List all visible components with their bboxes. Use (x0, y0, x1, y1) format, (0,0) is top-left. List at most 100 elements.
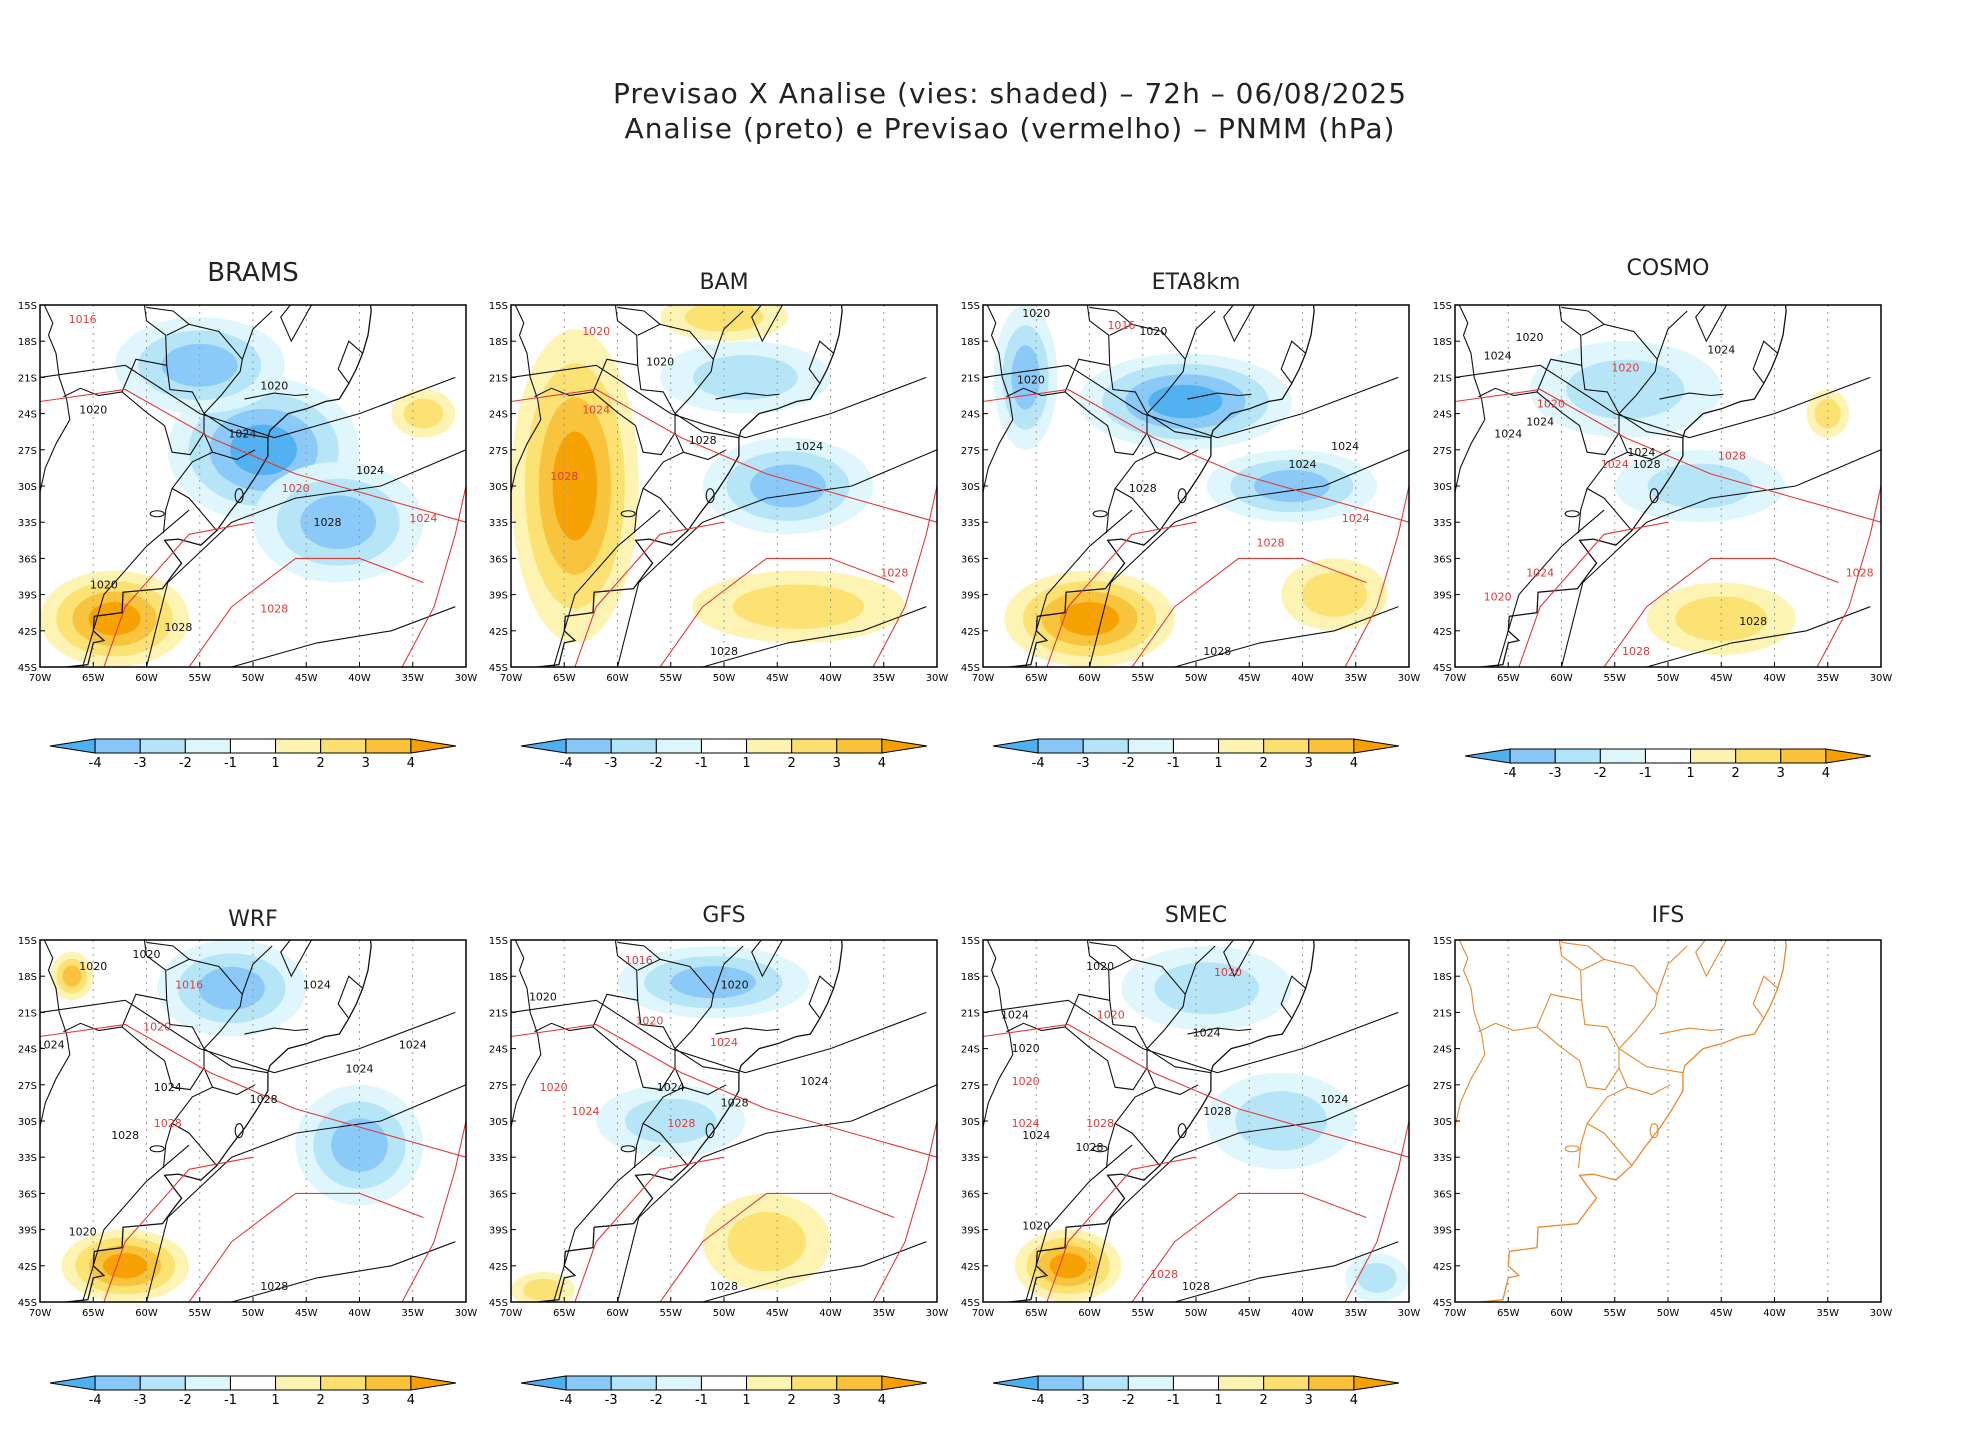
lat-tick-label: 24S (18, 410, 37, 421)
coastline-atlantic (1008, 940, 1315, 1302)
lon-tick-label: 50W (1185, 673, 1208, 684)
country-border (1280, 340, 1307, 384)
country-border (592, 305, 639, 393)
country-border (592, 1026, 676, 1091)
country-border (280, 940, 313, 978)
contour-label: 1024 (154, 1081, 182, 1094)
colorbar-label: -1 (224, 1393, 237, 1408)
lon-tick-label: 60W (606, 1308, 629, 1319)
lat-tick-label: 24S (1433, 1045, 1452, 1056)
bias-shade (331, 1118, 388, 1172)
country-border (1659, 1027, 1724, 1035)
lat-tick-label: 24S (489, 1045, 508, 1056)
lon-tick-label: 65W (82, 673, 105, 684)
lon-tick-label: 65W (1497, 1308, 1520, 1319)
lat-tick-label: 36S (18, 1189, 37, 1200)
contour-label: 1024 (1627, 446, 1655, 459)
lake-outline (1564, 510, 1580, 518)
isobar-line (188, 557, 424, 667)
colorbar-label: 1 (271, 756, 279, 771)
coastline-atlantic (65, 305, 372, 667)
country-border (162, 1123, 173, 1169)
lat-tick-label: 30S (961, 482, 980, 493)
country-border (1109, 323, 1186, 360)
colorbar-swatch (610, 1375, 657, 1391)
colorbar-label: -3 (134, 756, 147, 771)
colorbar-label: -4 (89, 756, 102, 771)
contour-label: 1028 (1622, 645, 1650, 658)
lon-tick-label: 55W (188, 673, 211, 684)
country-border (1695, 305, 1728, 343)
contour-label: 1028 (1182, 1280, 1210, 1293)
lat-tick-label: 18S (489, 337, 508, 348)
lat-tick-label: 21S (18, 373, 37, 384)
isobar-line (40, 999, 456, 1074)
plot-content: 1020 1020 1024 1024 1028 1028 1028 1028 (511, 305, 937, 667)
country-border (1146, 310, 1216, 414)
isobar-line (1174, 606, 1399, 667)
colorbar-swatch (365, 1375, 412, 1391)
colorbar-swatch (1082, 1375, 1129, 1391)
isobar-line (511, 388, 937, 523)
contour-label: 1028 (1150, 1268, 1178, 1281)
colorbar-label: -2 (650, 756, 663, 771)
lat-tick-label: 39S (961, 591, 980, 602)
lat-tick-label: 24S (489, 410, 508, 421)
bias-shade (1154, 962, 1260, 1015)
lat-tick-label: 21S (961, 373, 980, 384)
colorbar-label: 4 (1822, 766, 1830, 781)
colorbar-swatch (791, 738, 838, 754)
colorbar: -4 -3 -2 -1 1 2 3 4 (992, 1375, 1400, 1408)
lake-outline (1092, 510, 1108, 518)
colorbar-label: 2 (317, 756, 325, 771)
lat-tick-label: 21S (1433, 1008, 1452, 1019)
colorbar-label: -3 (1549, 766, 1562, 781)
colorbar-swatch (1554, 748, 1601, 764)
colorbar-label: 4 (1350, 756, 1358, 771)
country-border (1536, 1026, 1620, 1091)
contour-label: 1028 (111, 1129, 139, 1142)
lat-tick-label: 45S (961, 1298, 980, 1309)
lon-tick-label: 35W (872, 673, 895, 684)
country-border (162, 488, 173, 534)
contour-label: 1028 (260, 603, 288, 616)
lon-tick-label: 40W (348, 1308, 371, 1319)
colorbar-swatch (1308, 1375, 1355, 1391)
country-border (1105, 488, 1116, 534)
contour-label: 1024 (1707, 343, 1735, 356)
isobar-line (659, 557, 895, 667)
country-border (1146, 413, 1211, 439)
isobar-line (1518, 521, 1669, 667)
panel-title: BAM (699, 270, 748, 295)
country-border (674, 945, 744, 1049)
lat-tick-label: 36S (18, 554, 37, 565)
colorbar-label: -2 (1122, 1393, 1135, 1408)
lon-tick-label: 30W (1398, 1308, 1421, 1319)
isobar-line (574, 1156, 725, 1302)
contour-label: 1020 (540, 1081, 568, 1094)
colorbar-swatch (700, 738, 748, 754)
lon-tick-label: 50W (1185, 1308, 1208, 1319)
country-border (203, 1048, 268, 1074)
contour-label: 1020 (721, 978, 749, 991)
bias-shade (161, 343, 238, 387)
contour-label: 1020 (1611, 361, 1639, 374)
lon-tick-label: 65W (553, 673, 576, 684)
colorbar-arrow-left (992, 738, 1039, 754)
lat-tick-label: 15S (961, 936, 980, 947)
colorbar-swatch (1127, 1375, 1174, 1391)
colorbar-swatch (1218, 1375, 1265, 1391)
country-border (715, 1027, 780, 1035)
lon-tick-label: 50W (1657, 673, 1680, 684)
contour-label: 1020 (1214, 966, 1242, 979)
contour-label: 1020 (646, 355, 674, 368)
contour-label: 1024 (657, 1081, 685, 1094)
country-border (1577, 1123, 1588, 1169)
country-border (1752, 975, 1779, 1019)
lon-tick-label: 70W (972, 1308, 995, 1319)
isobar-line (983, 999, 1399, 1074)
country-border (674, 1048, 739, 1074)
